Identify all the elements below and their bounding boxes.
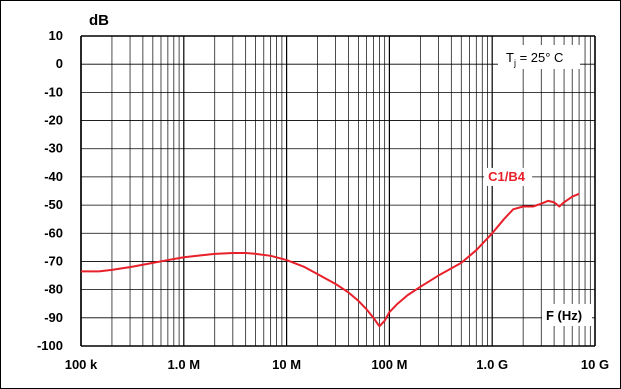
y-tick-label: 0 xyxy=(56,56,63,71)
series-line xyxy=(81,192,580,328)
y-tick-labels: 10 0 -10 -20 -30 -40 -50 -60 -70 -80 -90 -100 xyxy=(37,28,63,353)
x-tick-label: 10 G xyxy=(581,357,609,372)
series-label: C1/B4 xyxy=(488,169,526,184)
x-tick-label: 1.0 G xyxy=(476,357,508,372)
y-tick-label: -20 xyxy=(44,113,63,128)
y-tick-label: -90 xyxy=(44,310,63,325)
x-tick-label: 10 M xyxy=(272,357,301,372)
y-tick-label: -40 xyxy=(44,169,63,184)
y-tick-label: 10 xyxy=(49,28,63,43)
y-tick-label: -100 xyxy=(37,338,63,353)
x-tick-label: 1.0 M xyxy=(168,357,201,372)
x-unit-box-bg xyxy=(542,304,592,326)
y-tick-label: -30 xyxy=(44,141,63,156)
x-tick-label: 100 k xyxy=(65,357,98,372)
y-tick-label: -80 xyxy=(44,282,63,297)
y-tick-label: -10 xyxy=(44,84,63,99)
temperature-box xyxy=(498,45,580,69)
series-label-bg xyxy=(484,167,533,186)
y-axis-unit: dB xyxy=(89,12,109,29)
temperature-annotation: Tj = 25° C xyxy=(498,45,580,69)
x-axis-unit: F (Hz) xyxy=(546,308,582,323)
x-unit-box: F (Hz) xyxy=(542,304,592,326)
series-group: C1/B4 xyxy=(81,167,580,328)
x-tick-label: 100 M xyxy=(371,357,407,372)
y-tick-label: -70 xyxy=(44,253,63,268)
y-tick-label: -50 xyxy=(44,197,63,212)
x-tick-labels: 100 k 1.0 M 10 M 100 M 1.0 G 10 G xyxy=(65,357,609,372)
grid xyxy=(80,35,596,347)
y-tick-label: -60 xyxy=(44,225,63,240)
plot-area xyxy=(81,36,595,346)
temperature-label: Tj = 25° C xyxy=(506,50,563,68)
